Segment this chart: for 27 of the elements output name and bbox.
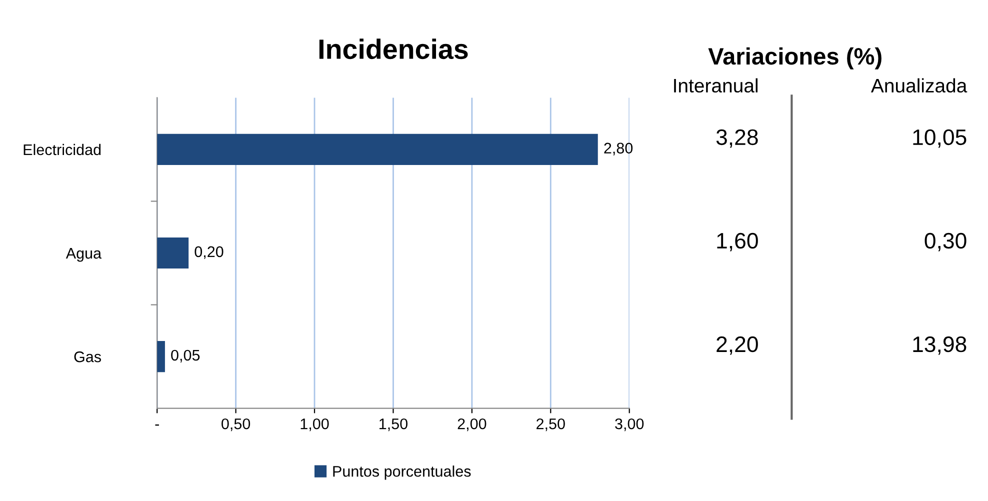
category-label: Anualizada: [870, 78, 968, 93]
bar: [157, 134, 598, 165]
text: 0,20: [194, 246, 224, 259]
text: 0,05: [171, 350, 200, 362]
x-tick-label: -: [155, 424, 159, 426]
x-tick-label: 0,50: [222, 418, 250, 432]
bar: [157, 341, 165, 372]
x-tick-label: 1,00: [300, 418, 329, 432]
category-label: Interanual: [674, 78, 758, 93]
text: 0,30: [924, 232, 966, 252]
text: 2,80: [604, 142, 633, 156]
text: 1,60: [717, 232, 758, 252]
text: 3,28: [716, 129, 758, 148]
x-tick-label: 2,50: [536, 418, 565, 432]
text: 10,05: [913, 129, 966, 148]
y-tick-label: Agua: [66, 248, 102, 262]
text: 13,98: [913, 336, 966, 355]
text: 2,20: [716, 336, 758, 355]
y-tick-label: Electricidad: [24, 144, 101, 156]
x-tick-label: 3,00: [615, 418, 644, 432]
x-tick-label: 1,50: [380, 418, 408, 432]
y-tick-label: Gas: [74, 351, 101, 362]
legend-label: Puntos porcentuales: [333, 466, 471, 480]
text: Variaciones (%): [708, 47, 882, 70]
bar: [157, 237, 189, 269]
x-tick-label: 2,00: [458, 418, 486, 432]
chart-title: Incidencias: [319, 38, 468, 60]
